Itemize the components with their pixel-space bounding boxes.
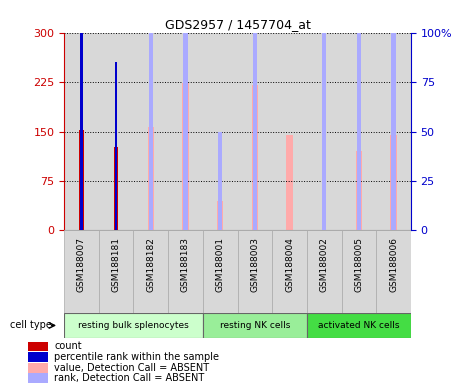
Bar: [28, 342, 48, 351]
Text: GSM188001: GSM188001: [216, 237, 225, 292]
Text: GSM188182: GSM188182: [146, 237, 155, 292]
Bar: [272, 33, 307, 230]
Text: GSM188003: GSM188003: [250, 237, 259, 292]
Text: GSM188183: GSM188183: [181, 237, 190, 292]
FancyBboxPatch shape: [238, 230, 272, 313]
Text: percentile rank within the sample: percentile rank within the sample: [54, 352, 219, 362]
Text: activated NK cells: activated NK cells: [318, 321, 399, 330]
Bar: [115, 62, 117, 230]
Bar: [28, 373, 48, 383]
Bar: [252, 85, 258, 230]
Bar: [322, 9, 326, 230]
FancyBboxPatch shape: [168, 230, 203, 313]
Text: cell type: cell type: [10, 320, 51, 331]
Bar: [356, 151, 362, 230]
FancyBboxPatch shape: [203, 230, 238, 313]
Bar: [203, 33, 238, 230]
Bar: [79, 130, 84, 230]
Text: GSM188181: GSM188181: [112, 237, 121, 292]
FancyBboxPatch shape: [307, 313, 411, 338]
Text: value, Detection Call = ABSENT: value, Detection Call = ABSENT: [54, 362, 209, 372]
Bar: [253, 0, 257, 230]
Bar: [149, 19, 153, 230]
Title: GDS2957 / 1457704_at: GDS2957 / 1457704_at: [164, 18, 311, 31]
Bar: [148, 127, 154, 230]
Text: GSM188006: GSM188006: [389, 237, 398, 292]
Bar: [390, 135, 397, 230]
Bar: [342, 33, 376, 230]
Text: rank, Detection Call = ABSENT: rank, Detection Call = ABSENT: [54, 373, 205, 383]
Text: GSM188004: GSM188004: [285, 237, 294, 292]
Bar: [80, 27, 83, 230]
Bar: [217, 201, 223, 230]
Bar: [238, 33, 272, 230]
Bar: [28, 352, 48, 362]
FancyBboxPatch shape: [64, 313, 203, 338]
Bar: [133, 33, 168, 230]
FancyBboxPatch shape: [272, 230, 307, 313]
FancyBboxPatch shape: [203, 313, 307, 338]
Text: resting bulk splenocytes: resting bulk splenocytes: [78, 321, 189, 330]
Bar: [376, 33, 411, 230]
Bar: [28, 363, 48, 372]
Bar: [64, 33, 99, 230]
Text: resting NK cells: resting NK cells: [219, 321, 290, 330]
Text: GSM188005: GSM188005: [354, 237, 363, 292]
Bar: [182, 83, 189, 230]
FancyBboxPatch shape: [342, 230, 376, 313]
Bar: [99, 33, 133, 230]
FancyBboxPatch shape: [99, 230, 133, 313]
FancyBboxPatch shape: [376, 230, 411, 313]
Bar: [218, 132, 222, 230]
Bar: [286, 135, 293, 230]
Bar: [391, 0, 396, 230]
Bar: [307, 33, 342, 230]
FancyBboxPatch shape: [307, 230, 342, 313]
Text: GSM188002: GSM188002: [320, 237, 329, 292]
Text: GSM188007: GSM188007: [77, 237, 86, 292]
Text: count: count: [54, 341, 82, 351]
FancyBboxPatch shape: [133, 230, 168, 313]
Bar: [168, 33, 203, 230]
Bar: [357, 0, 361, 230]
Bar: [183, 0, 188, 230]
Bar: [114, 147, 118, 230]
FancyBboxPatch shape: [64, 230, 99, 313]
